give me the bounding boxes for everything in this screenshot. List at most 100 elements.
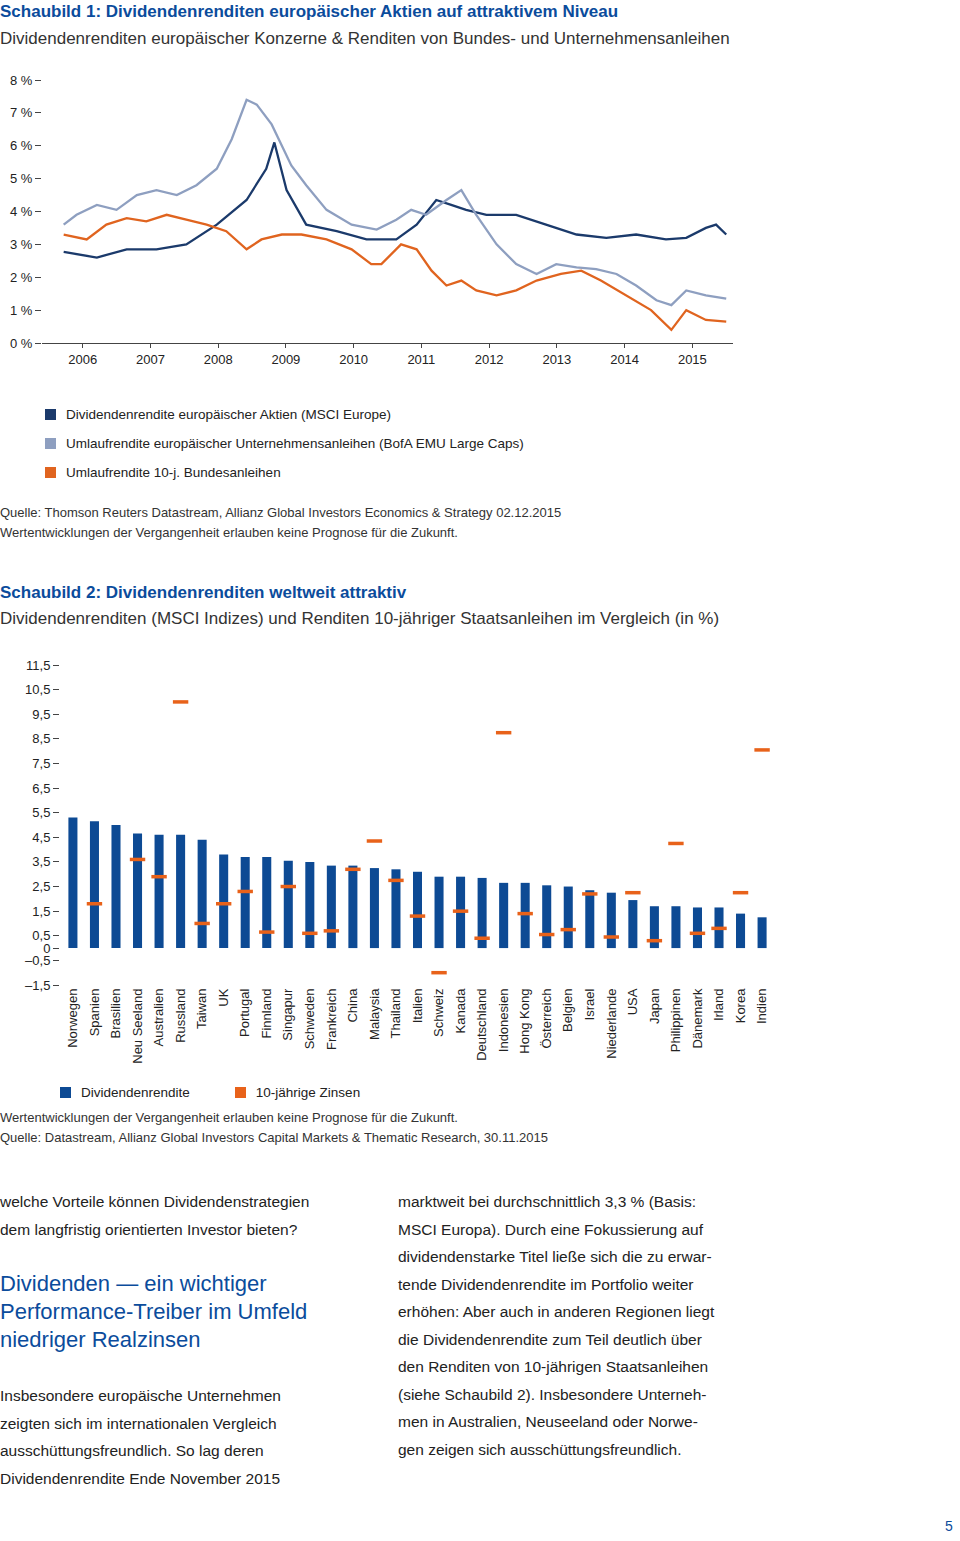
html-text:Quelle: Thomson Reuters Datast: Quelle: Thomson Reuters Datastream, Alli… (0, 505, 562, 520)
svg-text:5,5: 5,5 (32, 805, 50, 820)
svg-text:Norwegen: Norwegen (65, 989, 80, 1048)
svg-text:2007: 2007 (136, 352, 165, 367)
html-text:dem langfristig orientierten I: dem langfristig orientierten Investor bi… (0, 1220, 298, 1238)
html-text:Dividendenrendite europäischer: Dividendenrendite europäischer Aktien (M… (66, 407, 391, 422)
html-text:Dividendenrenditen europäische: Dividendenrenditen europäischer Konzerne… (0, 29, 730, 48)
html-text:Umlaufrendite 10-j. Bundesanle: Umlaufrendite 10-j. Bundesanleihen (66, 465, 281, 480)
html-text:zeigten sich im internationale: zeigten sich im internationalen Vergleic… (0, 1414, 277, 1432)
svg-text:Portugal: Portugal (237, 988, 252, 1037)
svg-text:Australien: Australien (151, 989, 166, 1047)
html-text:MSCI Europa). Durch eine Fokus: MSCI Europa). Durch eine Fokussierung au… (398, 1220, 703, 1238)
svg-text:–1,5: –1,5 (25, 978, 50, 993)
html-text:tende Dividendenrendite im Por: tende Dividendenrendite im Portfolio wei… (398, 1275, 694, 1293)
html-text:Schaubild 1: Dividendenrendite: Schaubild 1: Dividendenrenditen europäis… (0, 2, 619, 21)
html-text:marktweit bei durchschnittlich: marktweit bei durchschnittlich 3,3 % (Ba… (398, 1193, 697, 1210)
svg-text:1 %: 1 % (10, 303, 33, 318)
html-text:Umlaufrendite europäischer Unt: Umlaufrendite europäischer Unternehmensa… (66, 436, 524, 451)
svg-text:8,5: 8,5 (32, 731, 50, 746)
html-text:Dividenden — ein wichtiger: Dividenden — ein wichtiger (0, 1271, 267, 1296)
svg-text:0 %: 0 % (10, 336, 33, 351)
svg-text:Belgien: Belgien (560, 989, 575, 1032)
svg-text:USA: USA (625, 988, 640, 1015)
svg-text:2,5: 2,5 (32, 879, 50, 894)
html-text:Wertentwicklungen der Vergange: Wertentwicklungen der Vergangenheit erla… (0, 1110, 458, 1125)
svg-text:Israel: Israel (582, 988, 597, 1020)
svg-text:2008: 2008 (204, 352, 233, 367)
html-text:niedriger Realzinsen: niedriger Realzinsen (0, 1327, 201, 1352)
svg-text:Finnland: Finnland (259, 989, 274, 1039)
svg-text:8 %: 8 % (10, 73, 33, 88)
svg-text:Brasilien: Brasilien (108, 989, 123, 1039)
svg-text:UK: UK (216, 988, 231, 1006)
svg-text:11,5: 11,5 (26, 658, 50, 673)
html-text:ausschüttungsfreundlich. So la: ausschüttungsfreundlich. So lag deren (0, 1442, 264, 1459)
svg-text:2011: 2011 (407, 352, 435, 367)
svg-text:2010: 2010 (339, 352, 368, 367)
svg-text:Hong Kong: Hong Kong (517, 989, 532, 1054)
svg-text:7,5: 7,5 (32, 756, 50, 771)
svg-text:China: China (345, 988, 360, 1023)
svg-text:Korea: Korea (733, 988, 748, 1023)
svg-text:Indien: Indien (754, 989, 769, 1024)
svg-text:Österreich: Österreich (539, 989, 554, 1049)
svg-text:Malaysia: Malaysia (367, 988, 382, 1040)
svg-text:Russland: Russland (173, 989, 188, 1043)
svg-text:2015: 2015 (678, 352, 707, 367)
svg-text:3 %: 3 % (10, 237, 33, 252)
svg-text:2009: 2009 (271, 352, 300, 367)
svg-text:Spanien: Spanien (87, 989, 102, 1037)
svg-text:2006: 2006 (68, 352, 97, 367)
html-text:Dividendenrendite Ende Novembe: Dividendenrendite Ende November 2015 (0, 1469, 280, 1487)
svg-text:4,5: 4,5 (32, 830, 50, 845)
svg-text:1,5: 1,5 (32, 904, 50, 919)
svg-text:4 %: 4 % (10, 204, 33, 219)
svg-text:0: 0 (43, 941, 50, 956)
html-text:den Renditen von 10-jährigen S: den Renditen von 10-jährigen Staatsanlei… (398, 1358, 709, 1375)
html-text:10-jährige Zinsen: 10-jährige Zinsen (255, 1084, 361, 1100)
html-text:Dividendenrendite: Dividendenrendite (81, 1084, 190, 1100)
svg-text:Indonesien: Indonesien (496, 989, 511, 1053)
html-text:dividendenstarke Titel ließe s: dividendenstarke Titel ließe sich die zu… (398, 1248, 712, 1265)
svg-text:2012: 2012 (475, 352, 504, 367)
html-text:Wertentwicklungen der Vergange: Wertentwicklungen der Vergangenheit erla… (0, 525, 458, 540)
svg-text:6,5: 6,5 (32, 781, 50, 796)
html-text:5: 5 (945, 1518, 953, 1534)
svg-text:Italien: Italien (410, 989, 425, 1024)
html-text:gen zeigen sich ausschüttungsf: gen zeigen sich ausschüttungsfreundlich. (398, 1440, 682, 1458)
svg-text:Singapur: Singapur (281, 988, 296, 1041)
svg-text:Dänemark: Dänemark (690, 988, 705, 1048)
svg-text:0,5: 0,5 (32, 928, 50, 943)
svg-text:Deutschland: Deutschland (474, 989, 489, 1061)
html-text:Schaubild 2: Dividendenrendite: Schaubild 2: Dividendenrenditen weltweit… (0, 583, 407, 602)
html-text:Dividendenrenditen (MSCI Indiz: Dividendenrenditen (MSCI Indizes) und Re… (0, 609, 720, 628)
svg-text:–0,5: –0,5 (25, 953, 50, 968)
svg-text:Taiwan: Taiwan (194, 989, 209, 1029)
svg-text:7 %: 7 % (10, 105, 33, 120)
html-text:(siehe Schaubild 2). Insbesond: (siehe Schaubild 2). Insbesondere Untern… (398, 1385, 707, 1403)
svg-text:Philippinen: Philippinen (668, 989, 683, 1053)
html-text:welche Vorteile können Dividen: welche Vorteile können Dividendenstrateg… (0, 1193, 310, 1210)
svg-text:Japan: Japan (647, 989, 662, 1024)
svg-text:Schweden: Schweden (302, 989, 317, 1050)
svg-text:10,5: 10,5 (25, 682, 50, 697)
svg-text:Niederlande: Niederlande (604, 989, 619, 1059)
svg-text:2013: 2013 (542, 352, 571, 367)
svg-text:9,5: 9,5 (32, 707, 50, 722)
html-text:erhöhen: Aber auch in anderen: erhöhen: Aber auch in anderen Regionen l… (398, 1303, 715, 1320)
svg-text:2014: 2014 (610, 352, 639, 367)
svg-text:6 %: 6 % (10, 138, 33, 153)
html-text:Insbesondere europäische Unter: Insbesondere europäische Unternehmen (0, 1387, 281, 1404)
html-text:Quelle: Datastream, Allianz Gl: Quelle: Datastream, Allianz Global Inves… (0, 1130, 548, 1145)
html-text:men in Australien, Neuseeland: men in Australien, Neuseeland oder Norwe… (398, 1413, 698, 1430)
svg-text:Schweiz: Schweiz (431, 989, 446, 1037)
html-text:die Dividendenrendite zum Teil: die Dividendenrendite zum Teil deutlich … (398, 1330, 702, 1348)
svg-text:3,5: 3,5 (32, 854, 50, 869)
svg-text:5 %: 5 % (10, 171, 33, 186)
svg-text:Kanada: Kanada (453, 988, 468, 1034)
svg-text:Neu Seeland: Neu Seeland (130, 989, 145, 1064)
svg-text:Thailand: Thailand (388, 989, 403, 1039)
svg-text:Irland: Irland (711, 989, 726, 1022)
svg-text:Frankreich: Frankreich (324, 989, 339, 1050)
svg-text:2 %: 2 % (10, 270, 33, 285)
html-text:Performance-Treiber im Umfeld: Performance-Treiber im Umfeld (0, 1299, 308, 1324)
